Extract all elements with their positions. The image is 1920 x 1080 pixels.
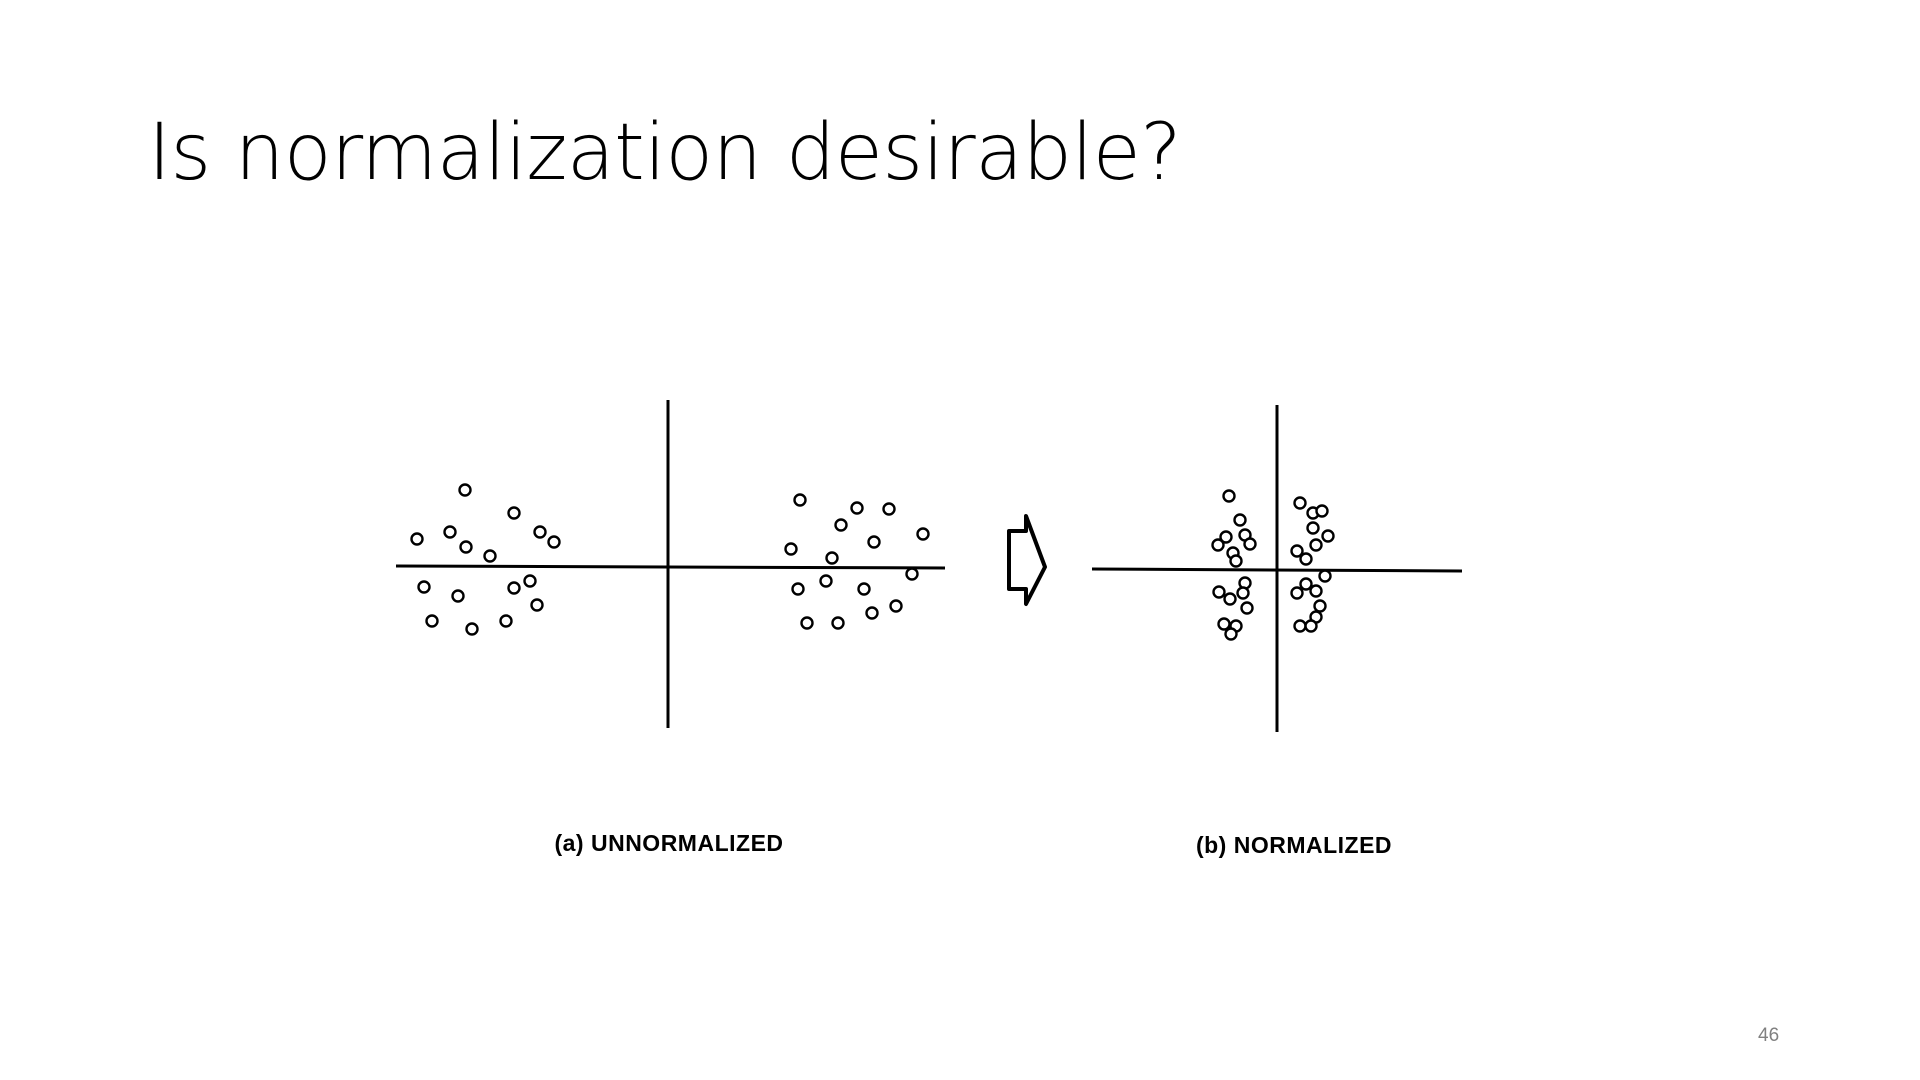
scatter-point-unnormalized (857, 582, 871, 596)
scatter-point-normalized (1293, 496, 1307, 510)
scatter-point-normalized (1211, 538, 1225, 552)
points-normalized (1211, 489, 1335, 641)
scatter-point-normalized (1321, 529, 1335, 543)
scatter-point-unnormalized (530, 598, 544, 612)
scatter-point-normalized (1318, 569, 1332, 583)
scatter-point-unnormalized (410, 532, 424, 546)
scatter-point-normalized (1243, 537, 1257, 551)
scatter-point-unnormalized (451, 589, 465, 603)
scatter-point-unnormalized (417, 580, 431, 594)
caption-normalized: (b) NORMALIZED (1195, 832, 1393, 858)
scatter-point-normalized (1219, 530, 1233, 544)
scatter-point-normalized (1290, 544, 1304, 558)
scatter-point-unnormalized (825, 551, 839, 565)
scatter-point-unnormalized (865, 606, 879, 620)
scatter-point-normalized (1299, 577, 1313, 591)
scatter-point-normalized (1315, 504, 1329, 518)
scatter-point-unnormalized (425, 614, 439, 628)
scatter-point-unnormalized (443, 525, 457, 539)
scatter-point-normalized (1290, 586, 1304, 600)
scatter-point-unnormalized (458, 483, 472, 497)
scatter-point-normalized (1306, 521, 1320, 535)
scatter-point-unnormalized (533, 525, 547, 539)
scatter-point-unnormalized (499, 614, 513, 628)
scatter-point-unnormalized (905, 567, 919, 581)
scatter-point-unnormalized (465, 622, 479, 636)
scatter-point-normalized (1222, 489, 1236, 503)
scatter-point-normalized (1309, 538, 1323, 552)
scatter-point-normalized (1223, 592, 1237, 606)
scatter-point-unnormalized (834, 518, 848, 532)
scatter-point-normalized (1217, 617, 1231, 631)
scatter-point-unnormalized (459, 540, 473, 554)
x-axis-a (395, 564, 946, 570)
unnormalized-plot (395, 400, 946, 728)
scatter-point-unnormalized (850, 501, 864, 515)
scatter-point-normalized (1212, 585, 1226, 599)
scatter-point-normalized (1293, 619, 1307, 633)
scatter-point-normalized (1309, 584, 1323, 598)
scatter-point-normalized (1229, 554, 1243, 568)
scatter-point-unnormalized (523, 574, 537, 588)
scatter-point-unnormalized (882, 502, 896, 516)
scatter-point-unnormalized (547, 535, 561, 549)
scatter-point-unnormalized (800, 616, 814, 630)
scatter-point-unnormalized (507, 581, 521, 595)
scatter-point-normalized (1313, 599, 1327, 613)
scatter-point-normalized (1233, 513, 1247, 527)
slide-title: Is normalization desirable? (148, 108, 1182, 198)
page-number: 46 (1758, 1025, 1780, 1046)
scatter-point-unnormalized (889, 599, 903, 613)
scatter-point-unnormalized (867, 535, 881, 549)
scatter-point-normalized (1236, 586, 1250, 600)
caption-unnormalized: (a) UNNORMALIZED (554, 830, 784, 856)
scatter-point-unnormalized (793, 493, 807, 507)
hollow-right-arrow-icon (1007, 514, 1047, 606)
scatter-point-unnormalized (819, 574, 833, 588)
scatter-point-unnormalized (791, 582, 805, 596)
scatter-point-unnormalized (831, 616, 845, 630)
scatter-point-normalized (1304, 619, 1318, 633)
scatter-point-unnormalized (784, 542, 798, 556)
scatter-point-unnormalized (483, 549, 497, 563)
points-unnormalized (410, 483, 930, 636)
scatter-point-normalized (1240, 601, 1254, 615)
scatter-point-normalized (1299, 552, 1313, 566)
scatter-point-unnormalized (916, 527, 930, 541)
scatter-point-unnormalized (507, 506, 521, 520)
scatter-point-normalized (1224, 627, 1238, 641)
normalized-plot (1091, 405, 1463, 732)
